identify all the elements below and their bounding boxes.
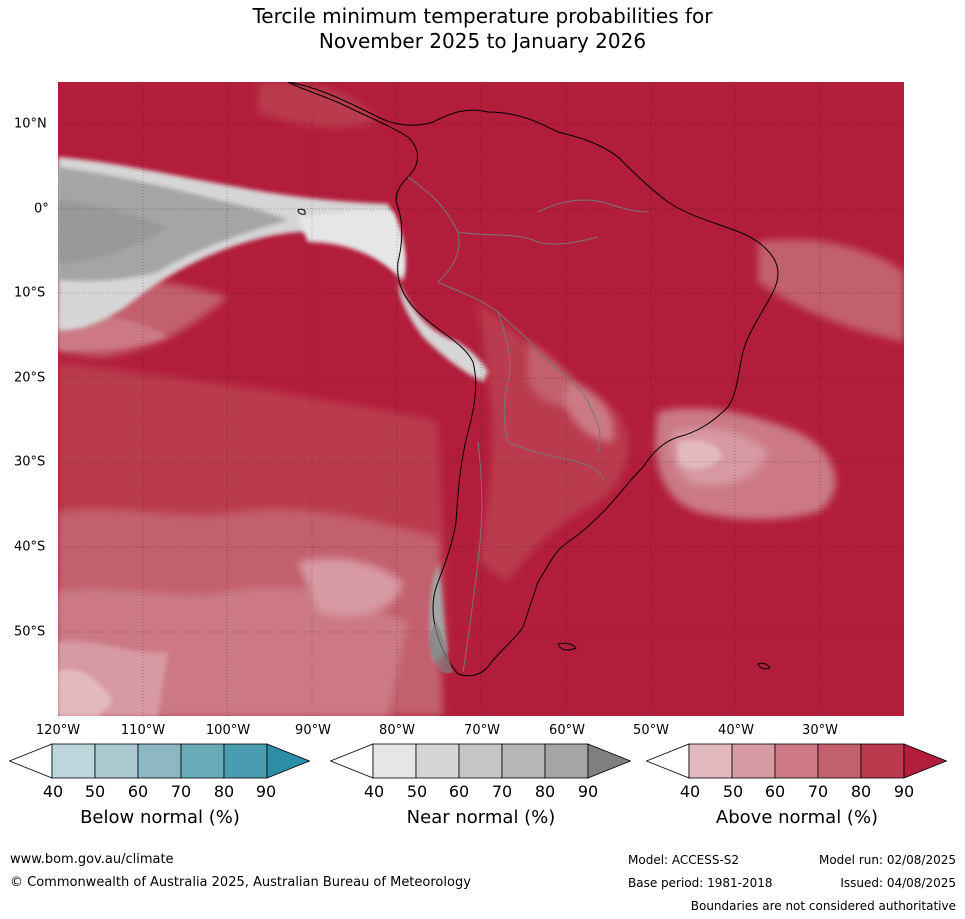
above-normal-60-interior — [563, 382, 614, 442]
near-tick-40: 40 — [363, 782, 385, 801]
lat-label-20s: 20°S — [14, 370, 46, 386]
near-normal-swatch-50-60 — [415, 743, 460, 779]
above-tick-60: 60 — [764, 782, 786, 801]
above-normal-swatch-over — [903, 743, 947, 779]
title-line-1: Tercile minimum temperature probabilitie… — [252, 4, 713, 28]
galapagos-islands — [297, 208, 306, 215]
model-text: Model: ACCESS-S2 — [628, 853, 740, 867]
below-normal-colorbar — [9, 743, 310, 779]
patagonia-grey-area — [429, 622, 453, 674]
near-normal-swatch-40-50 — [372, 743, 417, 779]
above-normal-swatch-60-70 — [774, 743, 819, 779]
near-normal-swatch-over — [587, 743, 631, 779]
probability-map — [58, 82, 904, 716]
below-normal-swatch-40-50 — [51, 743, 96, 779]
title-line-2: November 2025 to January 2026 — [318, 29, 647, 53]
below-tick-50: 50 — [84, 782, 106, 801]
lon-label-60w: 60°W — [549, 723, 585, 738]
lat-label-50s: 50°S — [14, 624, 46, 640]
near-normal-swatch-60-70 — [458, 743, 503, 779]
base-period-text: Base period: 1981-2018 — [628, 876, 773, 890]
above-normal-40-sw-pacific — [58, 669, 113, 716]
below-normal-swatch-80-90 — [223, 743, 268, 779]
above-normal-80-interior — [478, 302, 629, 582]
above-normal-swatch-70-80 — [817, 743, 862, 779]
above-normal-title: Above normal (%) — [715, 807, 879, 828]
below-normal-swatch-over — [266, 743, 310, 779]
country-borders — [407, 176, 649, 673]
above-normal-40-atlantic — [678, 440, 723, 469]
lon-label-80w: 80°W — [379, 723, 415, 738]
model-run-text: Model run: 02/08/2025 — [818, 853, 956, 867]
below-tick-80: 80 — [213, 782, 235, 801]
near-normal-swatch-80-90 — [544, 743, 589, 779]
above-normal-70-tropical-atlantic — [758, 239, 904, 342]
near-normal-swatch-70-80 — [501, 743, 546, 779]
lon-label-90w: 90°W — [295, 723, 331, 738]
below-normal-title: Below normal (%) — [80, 807, 240, 828]
lat-label-0: 0° — [34, 201, 49, 217]
near-normal-title: Near normal (%) — [406, 807, 556, 828]
lat-label-10n: 10°N — [14, 116, 47, 132]
disclaimer-text: Boundaries are not considered authoritat… — [690, 899, 956, 913]
below-tick-70: 70 — [170, 782, 192, 801]
near-tick-60: 60 — [448, 782, 470, 801]
above-normal-colorbar-svg — [646, 743, 947, 779]
near-tick-50: 50 — [406, 782, 428, 801]
lon-label-100w: 100°W — [205, 723, 251, 738]
below-normal-swatch-60-70 — [137, 743, 182, 779]
lon-label-70w: 70°W — [464, 723, 500, 738]
lon-label-110w: 110°W — [120, 723, 166, 738]
below-normal-colorbar-svg — [9, 743, 310, 779]
above-tick-50: 50 — [722, 782, 744, 801]
lat-label-10s: 10°S — [14, 285, 46, 301]
above-normal-swatch-40-50 — [688, 743, 733, 779]
copyright-text: © Commonwealth of Australia 2025, Austra… — [10, 875, 471, 890]
near-normal-swatch-under — [330, 743, 374, 779]
near-tick-70: 70 — [491, 782, 513, 801]
near-normal-40-coast — [298, 209, 405, 277]
lon-label-50w: 50°W — [633, 723, 669, 738]
above-normal-50-patch — [298, 558, 403, 616]
website-link[interactable]: www.bom.gov.au/climate — [10, 852, 174, 867]
lon-label-30w: 30°W — [802, 723, 838, 738]
below-tick-40: 40 — [42, 782, 64, 801]
below-normal-swatch-50-60 — [94, 743, 139, 779]
above-normal-swatch-80-90 — [860, 743, 905, 779]
map-title: Tercile minimum temperature probabilitie… — [0, 4, 965, 54]
falkland-islands — [557, 642, 577, 651]
graticule — [58, 82, 904, 716]
south-georgia — [757, 662, 771, 670]
near-tick-80: 80 — [534, 782, 556, 801]
below-tick-60: 60 — [127, 782, 149, 801]
near-normal-andes — [398, 282, 488, 382]
lat-label-30s: 30°S — [14, 454, 46, 470]
above-normal-80-north — [258, 82, 378, 128]
below-normal-swatch-under — [9, 743, 53, 779]
above-tick-70: 70 — [807, 782, 829, 801]
near-tick-90: 90 — [577, 782, 599, 801]
lon-label-120w: 120°W — [35, 723, 81, 738]
above-tick-80: 80 — [850, 782, 872, 801]
near-normal-90-core — [58, 200, 168, 264]
below-tick-90: 90 — [255, 782, 277, 801]
above-tick-40: 40 — [679, 782, 701, 801]
above-tick-90: 90 — [893, 782, 915, 801]
lat-label-40s: 40°S — [14, 539, 46, 555]
coastline — [287, 82, 779, 677]
below-normal-swatch-70-80 — [180, 743, 225, 779]
above-normal-colorbar — [646, 743, 947, 779]
near-normal-colorbar — [330, 743, 631, 779]
above-normal-swatch-under — [646, 743, 690, 779]
above-normal-swatch-50-60 — [731, 743, 776, 779]
near-normal-colorbar-svg — [330, 743, 631, 779]
issued-text: Issued: 04/08/2025 — [840, 876, 956, 890]
lon-label-40w: 40°W — [718, 723, 754, 738]
map-canvas — [58, 82, 904, 716]
